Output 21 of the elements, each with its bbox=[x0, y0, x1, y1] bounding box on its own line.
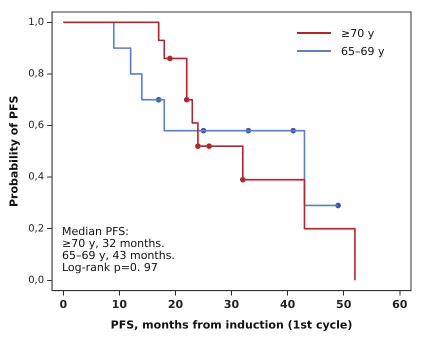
legend-label: ≥70 y bbox=[341, 26, 374, 40]
annotation: Log-rank p=0. 97 bbox=[62, 261, 159, 274]
x-tick-label: 60 bbox=[392, 298, 408, 312]
x-tick-label: 40 bbox=[280, 298, 296, 312]
x-tick-label: 20 bbox=[168, 298, 184, 312]
annotation: Median PFS: bbox=[62, 225, 130, 238]
x-tick-label: 0 bbox=[59, 298, 68, 312]
x-axis-title: PFS, months from induction (1st cycle) bbox=[110, 318, 352, 332]
y-tick-label: 0,0 bbox=[28, 274, 44, 286]
annotation: 65–69 y, 43 months. bbox=[62, 249, 175, 262]
x-tick-label: 10 bbox=[112, 298, 128, 312]
y-tick-label: 0,8 bbox=[28, 68, 44, 80]
x-tick-label: 30 bbox=[224, 298, 240, 312]
legend-label: 65–69 y bbox=[341, 44, 385, 58]
y-tick-label: 0,4 bbox=[28, 172, 44, 183]
x-tick-label: 50 bbox=[336, 298, 352, 312]
annotation: ≥70 y, 32 months. bbox=[62, 237, 166, 250]
y-axis-title: Probability of PFS bbox=[7, 96, 20, 208]
y-tick-label: 0,2 bbox=[28, 223, 44, 234]
y-tick-label: 1,0 bbox=[28, 16, 44, 28]
y-tick-label: 0,6 bbox=[28, 120, 44, 132]
